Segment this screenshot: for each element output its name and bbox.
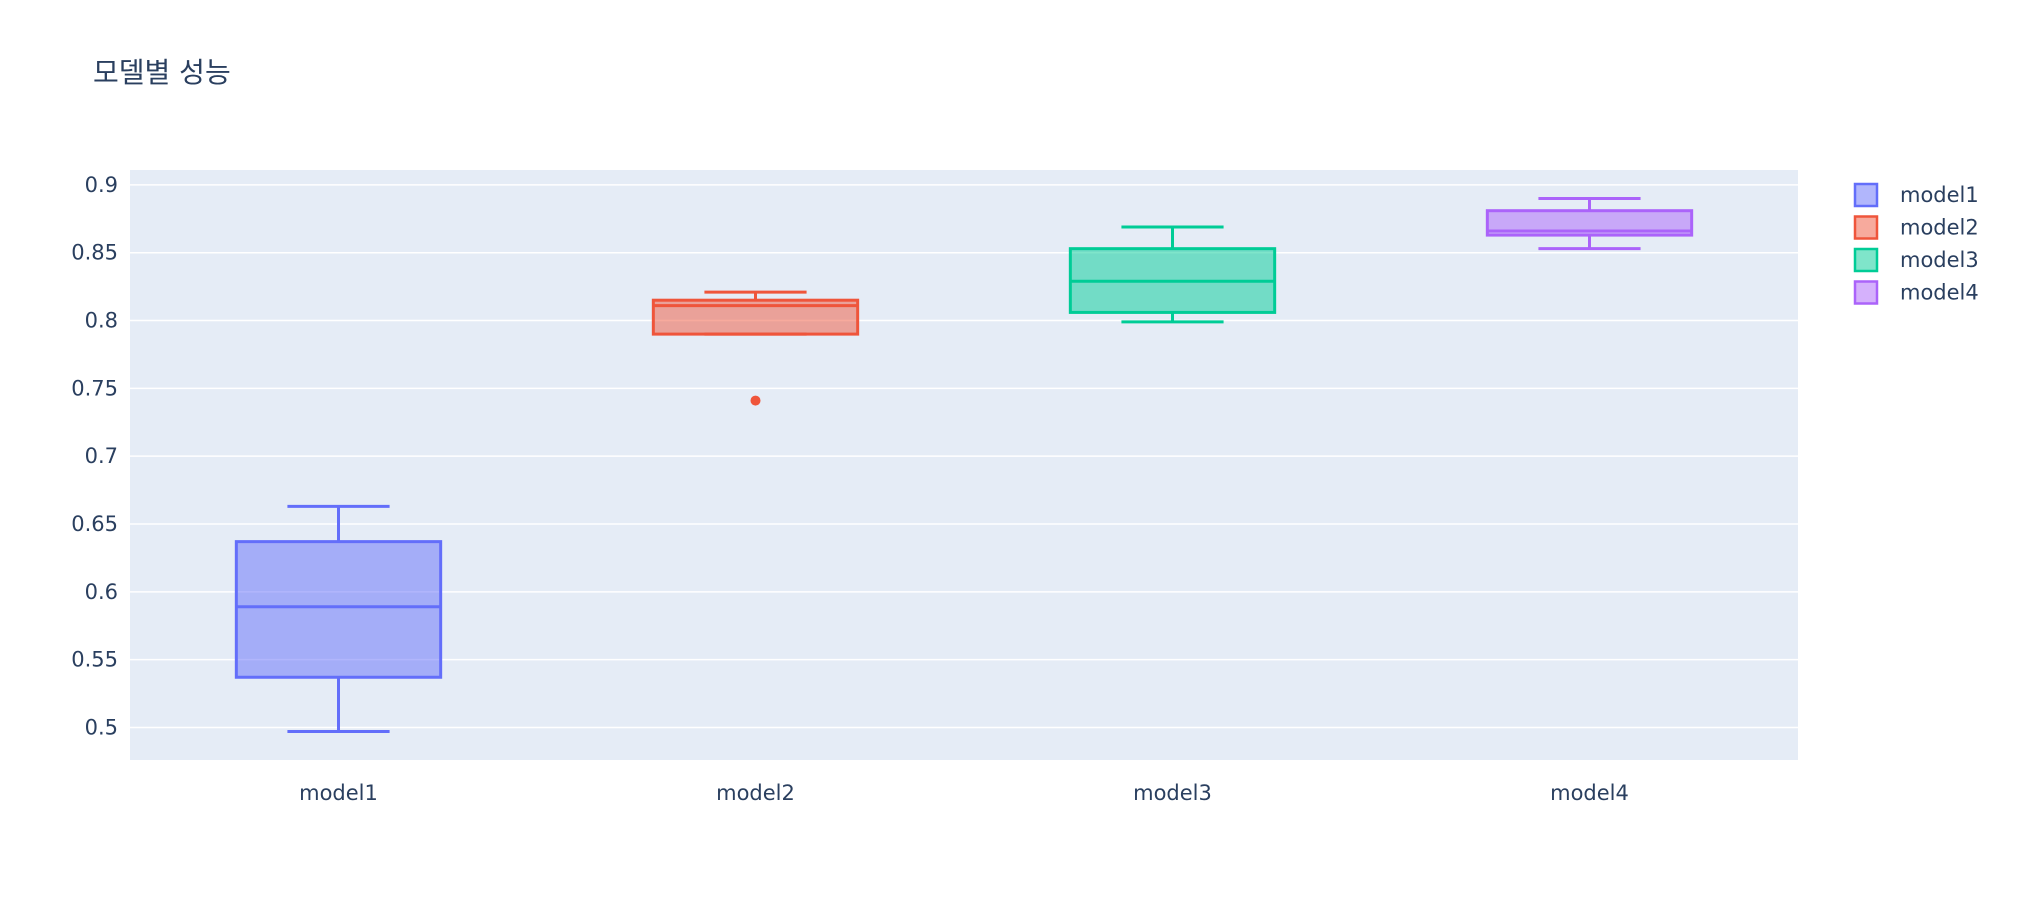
- y-tick-label: 0.6: [85, 580, 118, 604]
- legend-label: model2: [1900, 216, 1979, 240]
- iqr-box: [234, 540, 443, 679]
- x-tick-label: model1: [299, 781, 378, 805]
- outlier-point: [750, 395, 761, 406]
- legend-label: model4: [1900, 281, 1979, 305]
- legend-swatch: [1853, 280, 1879, 305]
- legend-label: model3: [1900, 248, 1979, 272]
- legend-item-model2[interactable]: model2: [1853, 215, 1979, 240]
- chart-title: 모델별 성능: [93, 56, 231, 89]
- x-tick-label: model3: [1133, 781, 1212, 805]
- box-model1[interactable]: [234, 504, 443, 734]
- y-tick-label: 0.7: [85, 444, 118, 468]
- box-series: [234, 196, 1694, 734]
- x-tick-label: model2: [716, 781, 795, 805]
- y-tick-label: 0.85: [71, 241, 118, 265]
- legend-swatch: [1853, 247, 1879, 273]
- legend-item-model4[interactable]: model4: [1853, 280, 1979, 305]
- y-tick-label: 0.75: [71, 376, 118, 400]
- y-tick-label: 0.55: [71, 648, 118, 672]
- box-model3[interactable]: [1068, 225, 1277, 324]
- legend-swatch: [1853, 182, 1879, 208]
- x-tick-label: model4: [1550, 781, 1629, 805]
- y-tick-label: 0.9: [85, 173, 118, 197]
- y-tick-label: 0.8: [85, 309, 118, 333]
- box-model4[interactable]: [1485, 196, 1694, 251]
- y-tick-label: 0.5: [85, 715, 118, 739]
- legend-swatch: [1853, 215, 1879, 240]
- y-axis-ticks: 0.5 0.55 0.6 0.65 0.7 0.75 0.8 0.85 0.9: [71, 173, 118, 740]
- legend-item-model3[interactable]: model3: [1853, 247, 1979, 273]
- x-axis-ticks: model1 model2 model3 model4: [299, 781, 1629, 805]
- legend-item-model1[interactable]: model1: [1853, 182, 1979, 208]
- legend-label: model1: [1900, 183, 1979, 207]
- legend[interactable]: model1 model2 model3 model4: [1853, 182, 1979, 305]
- y-tick-label: 0.65: [71, 512, 118, 536]
- box-model2[interactable]: [651, 290, 860, 406]
